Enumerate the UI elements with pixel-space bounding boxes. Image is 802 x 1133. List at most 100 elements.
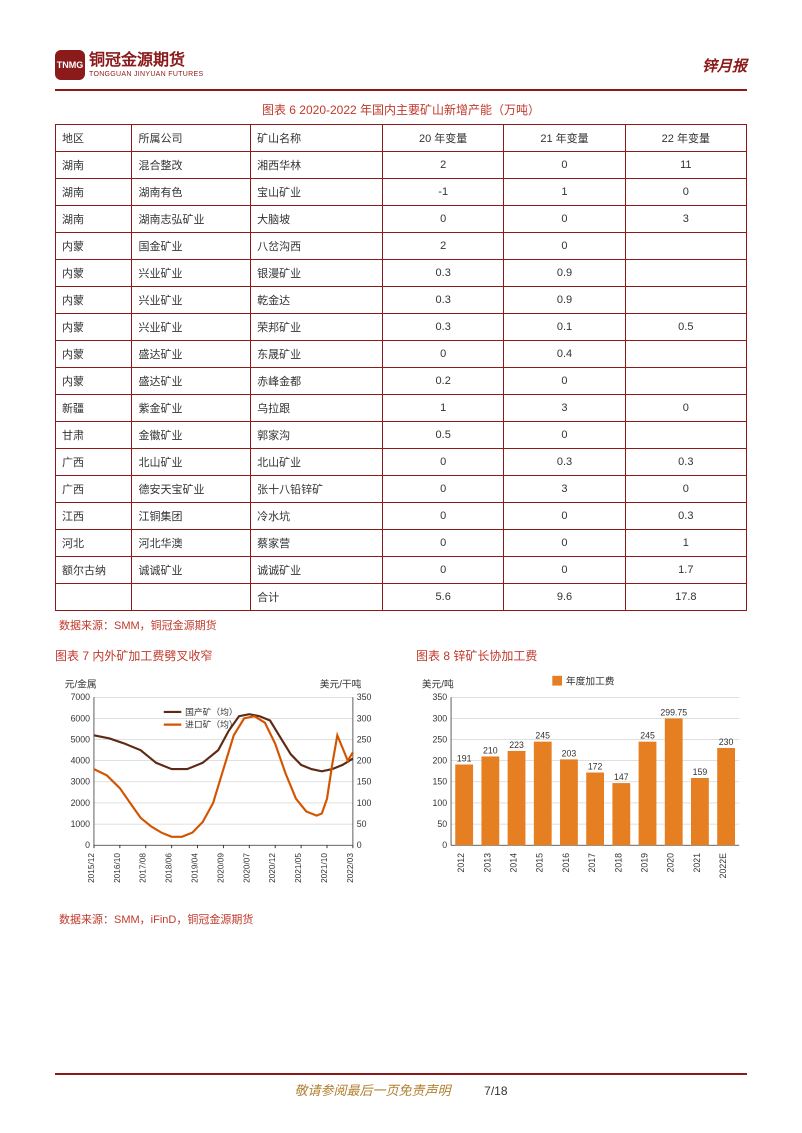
svg-text:2020/12: 2020/12: [268, 853, 277, 883]
table-cell: 内蒙: [56, 233, 132, 260]
table-cell: 0: [504, 503, 625, 530]
svg-text:2020/09: 2020/09: [216, 853, 225, 883]
table-cell: 广西: [56, 449, 132, 476]
svg-text:0: 0: [357, 840, 362, 850]
svg-text:350: 350: [357, 692, 372, 702]
svg-text:172: 172: [588, 762, 603, 772]
charts-row: 图表 7 内外矿加工费劈叉收窄 元/金属美元/干吨010002000300040…: [55, 643, 747, 897]
table-cell: 1: [625, 530, 746, 557]
svg-text:2015/12: 2015/12: [87, 853, 96, 883]
svg-text:150: 150: [433, 777, 448, 787]
svg-text:3000: 3000: [71, 777, 91, 787]
table-cell: 河北: [56, 530, 132, 557]
chart8-title: 图表 8 锌矿长协加工费: [416, 647, 747, 664]
svg-text:进口矿（均）: 进口矿（均）: [185, 719, 238, 730]
svg-text:191: 191: [457, 754, 472, 764]
logo-en: TONGGUAN JINYUAN FUTURES: [89, 71, 203, 78]
logo-block: TNMG 铜冠金源期货 TONGGUAN JINYUAN FUTURES: [55, 50, 203, 80]
table-cell: 乌拉跟: [251, 395, 383, 422]
table-cell: 0.3: [504, 449, 625, 476]
svg-text:100: 100: [357, 798, 372, 808]
table-cell: 9.6: [504, 584, 625, 611]
table-cell: 0: [625, 395, 746, 422]
svg-text:2021/05: 2021/05: [294, 853, 303, 883]
table-header-cell: 21 年变量: [504, 125, 625, 152]
table-cell: [625, 233, 746, 260]
table-header-cell: 22 年变量: [625, 125, 746, 152]
table-cell: 乾金达: [251, 287, 383, 314]
table-header-cell: 地区: [56, 125, 132, 152]
table-cell: 0: [383, 449, 504, 476]
table-cell: 张十八铅锌矿: [251, 476, 383, 503]
table-cell: 兴业矿业: [132, 287, 251, 314]
table-cell: 广西: [56, 476, 132, 503]
table-cell: 内蒙: [56, 287, 132, 314]
table6-source: 数据来源：SMM，铜冠金源期货: [59, 617, 747, 633]
svg-text:299.75: 299.75: [660, 708, 687, 718]
table-row: 湖南湖南志弘矿业大脑坡003: [56, 206, 747, 233]
svg-text:7000: 7000: [71, 692, 91, 702]
table-cell: 江西: [56, 503, 132, 530]
footer-page: 7/18: [484, 1084, 507, 1098]
table-cell: [56, 584, 132, 611]
table-cell: [625, 260, 746, 287]
table-header-cell: 所属公司: [132, 125, 251, 152]
svg-text:300: 300: [433, 713, 448, 723]
table-cell: 北山矿业: [132, 449, 251, 476]
table-cell: 内蒙: [56, 260, 132, 287]
table-cell: 金徽矿业: [132, 422, 251, 449]
table-row: 湖南混合整改湘西华林2011: [56, 152, 747, 179]
table-cell: 0.9: [504, 260, 625, 287]
svg-text:2012: 2012: [456, 853, 466, 873]
table-cell: 1: [383, 395, 504, 422]
svg-text:223: 223: [509, 740, 524, 750]
table-cell: 北山矿业: [251, 449, 383, 476]
table-cell: 3: [504, 476, 625, 503]
svg-text:100: 100: [433, 798, 448, 808]
svg-text:2022/03: 2022/03: [346, 853, 355, 883]
svg-text:210: 210: [483, 746, 498, 756]
table-cell: 国金矿业: [132, 233, 251, 260]
table-cell: 新疆: [56, 395, 132, 422]
table-row: 甘肃金徽矿业郭家沟0.50: [56, 422, 747, 449]
table-cell: 0: [625, 179, 746, 206]
svg-text:2018: 2018: [613, 853, 623, 873]
table-cell: 兴业矿业: [132, 260, 251, 287]
table-cell: 0: [383, 206, 504, 233]
table-cell: 混合整改: [132, 152, 251, 179]
svg-text:2017: 2017: [587, 853, 597, 873]
table-row: 湖南湖南有色宝山矿业-110: [56, 179, 747, 206]
chart7: 元/金属美元/干吨0100020003000400050006000700005…: [55, 670, 386, 894]
logo-texts: 铜冠金源期货 TONGGUAN JINYUAN FUTURES: [89, 53, 203, 78]
table-cell: 合计: [251, 584, 383, 611]
svg-text:159: 159: [693, 767, 708, 777]
table-cell: 0: [383, 503, 504, 530]
svg-text:元/金属: 元/金属: [65, 678, 97, 691]
svg-text:230: 230: [719, 737, 734, 747]
svg-text:50: 50: [437, 819, 447, 829]
table-row: 广西北山矿业北山矿业00.30.3: [56, 449, 747, 476]
svg-text:2019/04: 2019/04: [191, 853, 200, 883]
table6-title: 图表 6 2020-2022 年国内主要矿山新增产能（万吨）: [55, 101, 747, 118]
table-cell: 蔡家营: [251, 530, 383, 557]
table-row: 江西江铜集团冷水坑000.3: [56, 503, 747, 530]
table-row: 内蒙盛达矿业东晟矿业00.4: [56, 341, 747, 368]
table-cell: 0: [383, 476, 504, 503]
table-cell: 2: [383, 233, 504, 260]
table-row: 合计5.69.617.8: [56, 584, 747, 611]
table-cell: 0: [504, 368, 625, 395]
svg-text:250: 250: [433, 734, 448, 744]
table-cell: [625, 422, 746, 449]
table-row: 新疆紫金矿业乌拉跟130: [56, 395, 747, 422]
table-cell: 3: [625, 206, 746, 233]
svg-text:300: 300: [357, 713, 372, 723]
table-cell: 紫金矿业: [132, 395, 251, 422]
svg-text:0: 0: [442, 840, 447, 850]
table-cell: 17.8: [625, 584, 746, 611]
table-cell: 荣邦矿业: [251, 314, 383, 341]
svg-text:350: 350: [433, 692, 448, 702]
chart7-column: 图表 7 内外矿加工费劈叉收窄 元/金属美元/干吨010002000300040…: [55, 643, 386, 897]
table-cell: 额尔古纳: [56, 557, 132, 584]
table-header-cell: 矿山名称: [251, 125, 383, 152]
table-cell: 0.3: [383, 260, 504, 287]
